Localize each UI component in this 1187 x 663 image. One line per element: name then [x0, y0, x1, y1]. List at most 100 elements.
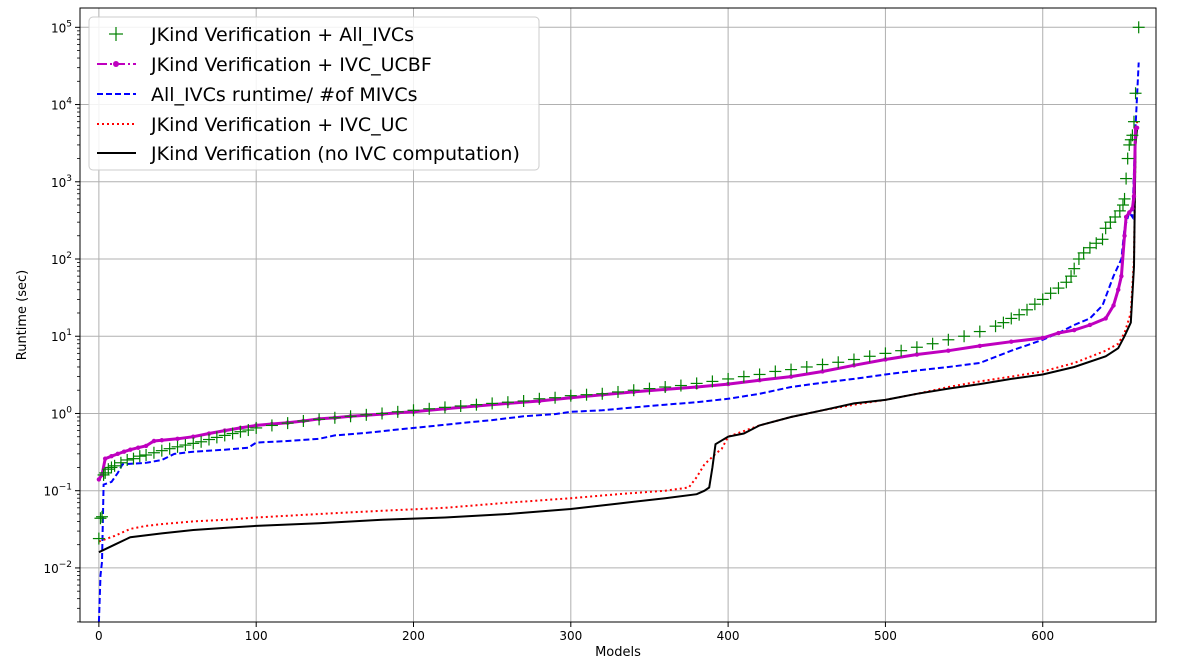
- data-point: [820, 369, 825, 374]
- data-point: [926, 337, 939, 350]
- data-point: [218, 429, 231, 442]
- data-point: [722, 372, 735, 385]
- data-point: [96, 477, 102, 482]
- data-point: [175, 436, 180, 441]
- legend-entry: JKind Verification + IVC_UCBF: [97, 54, 432, 76]
- data-point: [1127, 115, 1140, 128]
- axis-ticks: 0 100 200 300 400 500 600 10−2 10−1 100 101 102 103 1…: [43, 19, 1054, 643]
- data-point: [297, 414, 310, 427]
- data-point: [128, 447, 133, 452]
- series-line: [97, 62, 1140, 622]
- data-point: [226, 427, 239, 440]
- data-point: [1126, 129, 1139, 142]
- data-point: [973, 325, 986, 338]
- data-point: [946, 348, 951, 353]
- data-point: [102, 463, 115, 476]
- data-point: [1056, 330, 1061, 336]
- data-point: [147, 446, 160, 459]
- data-point: [191, 434, 196, 439]
- data-point: [187, 437, 200, 450]
- data-point: [1118, 192, 1131, 205]
- series-3: [98, 121, 1139, 543]
- y-tick-label: 104: [51, 97, 72, 113]
- series-2: [97, 62, 1140, 622]
- data-point: [202, 433, 215, 446]
- data-point: [313, 413, 326, 426]
- legend: JKind Verification + All_IVCs JKind Verif…: [88, 16, 540, 171]
- data-point: [344, 410, 357, 423]
- data-point: [1122, 233, 1127, 238]
- data-point: [612, 385, 624, 398]
- data-point: [109, 453, 114, 459]
- data-point: [121, 453, 134, 466]
- data-point: [195, 435, 208, 448]
- y-tick-label: 102: [51, 251, 72, 267]
- x-axis-label: Models: [595, 645, 641, 660]
- data-point: [788, 374, 794, 379]
- data-point: [847, 353, 860, 366]
- legend-label: All_IVCs runtime/ #of MIVCs: [151, 84, 418, 106]
- data-point: [151, 438, 157, 444]
- data-point: [1129, 87, 1142, 100]
- data-point: [94, 512, 107, 525]
- data-point: [234, 425, 247, 438]
- data-point: [97, 468, 110, 481]
- data-point: [1134, 125, 1140, 130]
- data-point: [1065, 270, 1078, 283]
- series-layer: [92, 21, 1145, 622]
- data-point: [102, 456, 108, 461]
- data-point: [133, 450, 146, 463]
- series-4: [98, 127, 1139, 554]
- data-point: [1083, 241, 1096, 254]
- data-point: [942, 333, 955, 346]
- data-point: [800, 360, 813, 373]
- data-point: [265, 419, 278, 432]
- data-point: [328, 411, 341, 424]
- data-point: [115, 451, 120, 457]
- data-point: [958, 330, 971, 343]
- data-point: [179, 439, 192, 452]
- series-line: [98, 127, 1139, 554]
- data-point: [1087, 322, 1093, 328]
- x-tick-label: 200: [402, 629, 425, 643]
- legend-box: [88, 16, 540, 171]
- data-point: [1068, 262, 1081, 275]
- data-point: [127, 452, 140, 465]
- data-point: [1120, 172, 1133, 185]
- data-point: [1103, 316, 1108, 321]
- data-point: [674, 379, 687, 392]
- data-point: [407, 404, 420, 417]
- data-point: [1060, 276, 1073, 289]
- data-point: [1036, 293, 1049, 306]
- data-point: [1009, 339, 1014, 344]
- data-point: [549, 391, 562, 404]
- data-point: [989, 320, 1002, 333]
- data-point: [997, 316, 1010, 329]
- data-point: [910, 341, 923, 354]
- data-point: [769, 365, 782, 378]
- data-point: [1099, 222, 1112, 235]
- data-point: [454, 399, 467, 412]
- legend-entry: All_IVCs runtime/ #of MIVCs: [97, 84, 418, 106]
- data-point: [1123, 138, 1136, 151]
- data-point: [1013, 308, 1026, 321]
- legend-entry: JKind Verification (no IVC computation): [97, 143, 520, 165]
- data-point: [159, 438, 165, 443]
- y-tick-label: 105: [51, 19, 72, 35]
- data-point: [1123, 214, 1129, 220]
- legend-label: JKind Verification (no IVC computation): [150, 143, 520, 165]
- data-point: [1072, 253, 1085, 266]
- data-point: [109, 27, 123, 41]
- data-point: [706, 375, 719, 388]
- data-point: [1116, 199, 1129, 212]
- data-point: [136, 445, 141, 450]
- data-point: [1132, 21, 1145, 34]
- data-point: [533, 392, 546, 405]
- data-point: [140, 448, 153, 461]
- data-point: [108, 459, 121, 472]
- data-point: [1005, 312, 1018, 325]
- data-point: [250, 421, 263, 434]
- legend-label: JKind Verification + IVC_UCBF: [150, 54, 432, 76]
- legend-label: JKind Verification + IVC_UC: [150, 114, 408, 136]
